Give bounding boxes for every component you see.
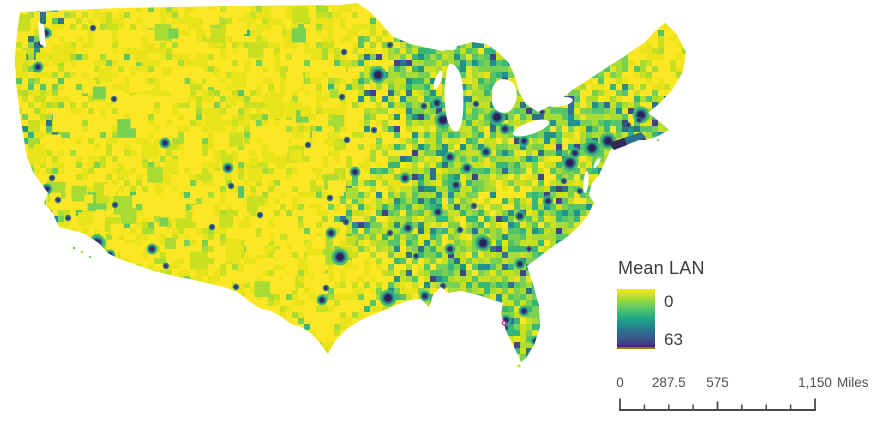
lake-huron	[492, 79, 517, 113]
legend-min-label: 0	[664, 292, 674, 311]
scale-label-575: 575	[706, 375, 729, 390]
city-clusters	[32, 24, 650, 347]
lake-michigan	[444, 63, 464, 132]
puget-sound	[38, 22, 46, 47]
scale-label-1150: 1,150	[798, 375, 832, 390]
scale-label-287: 287.5	[651, 375, 686, 390]
scale-unit-label: Miles	[837, 375, 869, 390]
scale-label-0: 0	[616, 375, 624, 390]
map-legend: Mean LAN 0 63	[615, 256, 735, 360]
highlight-dot	[501, 320, 507, 326]
chesapeake-bay	[583, 171, 589, 193]
scale-bar-ruler	[619, 398, 816, 411]
legend-title: Mean LAN	[618, 258, 705, 278]
green-bay	[433, 70, 443, 90]
island-dots	[72, 135, 660, 368]
great-lakes	[38, 22, 601, 193]
lake-ontario	[547, 97, 573, 107]
scale-bar: 0 287.5 575 1,150 Miles	[610, 375, 876, 417]
long-island	[609, 132, 646, 150]
legend-color-ramp	[617, 289, 655, 349]
lake-erie	[512, 119, 550, 137]
legend-max-label: 63	[664, 330, 683, 349]
county-cells	[15, 3, 686, 362]
delaware-bay	[593, 157, 601, 169]
